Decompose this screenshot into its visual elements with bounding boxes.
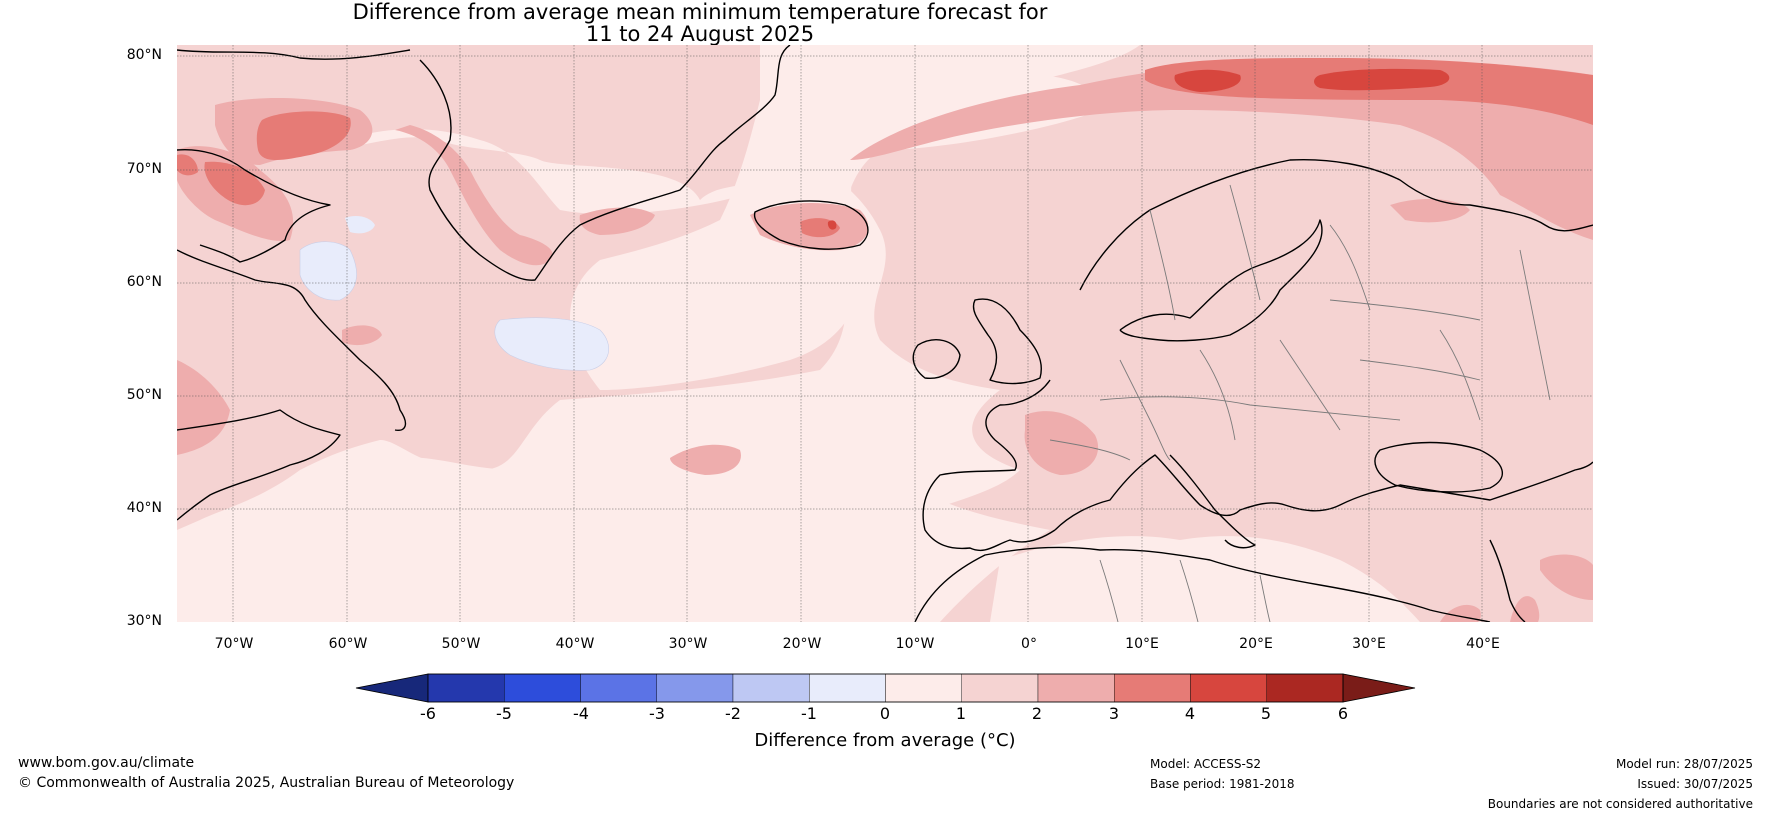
- italy-coast: [1169, 454, 1256, 549]
- colorbar-segment: [580, 673, 657, 703]
- lat-label-30n: 30°N: [126, 613, 162, 629]
- europe-west-coast: [922, 379, 1056, 552]
- colorbar-tick: -2: [725, 704, 741, 723]
- colorbar-segment: [1190, 673, 1267, 703]
- lon-label-40e: 40°E: [1466, 636, 1500, 652]
- lon-label-40w: 40°W: [555, 636, 595, 652]
- colorbar-segment: [961, 673, 1039, 703]
- lat-label-50n: 50°N: [126, 387, 162, 403]
- colorbar-tick: 1: [955, 704, 967, 723]
- lat-label-70n: 70°N: [126, 161, 162, 177]
- anomaly-zone-2-3-arabia: [1510, 596, 1540, 622]
- colorbar-segment: [427, 673, 505, 703]
- anomaly-zone-2-3-greenland: [395, 125, 553, 266]
- lon-label-60w: 60°W: [328, 636, 368, 652]
- anomaly-zone-0-1-africa: [990, 536, 1420, 622]
- anomaly-zone-3-4-hudson: [204, 161, 265, 206]
- anomaly-zone-2-3-canada: [177, 360, 230, 455]
- baffin-coast: [177, 148, 331, 263]
- lat-label-60n: 60°N: [126, 274, 162, 290]
- colorbar-tick: -6: [420, 704, 436, 723]
- anomaly-zone-2-3-greenland-e: [579, 207, 655, 235]
- ireland-coast: [912, 339, 961, 379]
- colorbar-segment: [1266, 673, 1344, 703]
- footer-disclaimer: Boundaries are not considered authoritat…: [1487, 797, 1753, 811]
- footer-copyright: © Commonwealth of Australia 2025, Austra…: [18, 775, 515, 791]
- footer-model: Model: ACCESS-S2: [1150, 757, 1262, 771]
- anomaly-zone-neg1-0-atlantic: [494, 317, 609, 371]
- lat-label-40n: 40°N: [126, 500, 162, 516]
- colorbar-over-arrow: [1342, 673, 1416, 703]
- ellesmere-coast: [177, 49, 411, 60]
- anomaly-zone-4-5-iceland: [827, 220, 837, 230]
- colorbar-segment: [656, 673, 734, 703]
- colorbar-tick: 2: [1031, 704, 1043, 723]
- colorbar-tick: 6: [1337, 704, 1349, 723]
- british-isles-coast: [972, 298, 1042, 385]
- labrador-coast: [177, 249, 407, 432]
- colorbar-tick: 4: [1184, 704, 1196, 723]
- anomaly-zone-3-4-baffin: [256, 111, 351, 160]
- colorbar-segment: [809, 673, 886, 703]
- levant-coast: [1489, 539, 1526, 622]
- colorbar-label: Difference from average (°C): [754, 730, 1016, 751]
- black-sea-coast: [1374, 441, 1503, 493]
- lon-label-10w: 10°W: [895, 636, 935, 652]
- footer-url: www.bom.gov.au/climate: [18, 755, 195, 771]
- greenland-coast: [419, 45, 791, 281]
- mediterranean-north-coast: [1054, 454, 1593, 531]
- anomaly-zone-2-3-russia: [1390, 198, 1470, 223]
- country-borders: [1049, 184, 1551, 622]
- colorbar-segment: [1037, 673, 1115, 703]
- colorbar-tick: 3: [1108, 704, 1120, 723]
- lon-label-50w: 50°W: [441, 636, 481, 652]
- colorbar-under-arrow: [355, 673, 429, 703]
- lon-label-0: 0°: [1021, 636, 1037, 652]
- colorbar-frame: [427, 673, 1344, 703]
- baltic-coast: [1119, 219, 1323, 342]
- colorbar: [355, 673, 1416, 703]
- lon-label-70w: 70°W: [214, 636, 254, 652]
- colorbar-tick: -1: [801, 704, 817, 723]
- map-title-line1: Difference from average mean minimum tem…: [352, 0, 1048, 24]
- anomaly-zone-4-5-barents: [1314, 68, 1450, 91]
- anomaly-zone-0-1-mid: [177, 418, 1050, 622]
- colorbar-segment: [1114, 673, 1191, 703]
- anomaly-zone-neg1-0-small: [345, 216, 375, 234]
- anomaly-zone-2-3-mideast: [1540, 554, 1593, 600]
- colorbar-tick: -3: [649, 704, 665, 723]
- anomaly-zone-0-1-north: [570, 45, 1140, 390]
- lon-label-30w: 30°W: [668, 636, 708, 652]
- lat-label-80n: 80°N: [126, 47, 162, 63]
- colorbar-tick: -5: [496, 704, 512, 723]
- colorbar-tick: -4: [573, 704, 589, 723]
- colorbar-segment: [504, 673, 581, 703]
- footer-issued: Issued: 30/07/2025: [1637, 777, 1753, 791]
- north-africa-coast: [914, 546, 1491, 622]
- lon-label-20e: 20°E: [1239, 636, 1273, 652]
- footer-base-period: Base period: 1981-2018: [1150, 777, 1295, 791]
- colorbar-tick: 5: [1260, 704, 1272, 723]
- map-area: [177, 45, 1593, 622]
- anomaly-zone-neg1-0-labrador: [299, 241, 357, 301]
- anomaly-zone-2-3-labrador-sea: [342, 325, 382, 346]
- footer-model-run: Model run: 28/07/2025: [1615, 757, 1753, 771]
- anomaly-zone-2-3-arctic: [850, 60, 1593, 240]
- canada-east-coast: [177, 409, 341, 521]
- lon-label-20w: 20°W: [782, 636, 822, 652]
- lon-label-30e: 30°E: [1352, 636, 1386, 652]
- anomaly-zone-2-3-azores: [670, 444, 741, 475]
- anomaly-zone-2-3-france: [1024, 411, 1099, 475]
- lon-label-10e: 10°E: [1125, 636, 1159, 652]
- graticule: [177, 45, 1593, 622]
- anomaly-zone-4-5-svalbard: [1174, 69, 1241, 92]
- colorbar-segment: [885, 673, 962, 703]
- colorbar-segment: [732, 673, 810, 703]
- iceland-coast: [753, 200, 869, 250]
- colorbar-tick: 0: [879, 704, 891, 723]
- map-title-line2: 11 to 24 August 2025: [585, 22, 815, 46]
